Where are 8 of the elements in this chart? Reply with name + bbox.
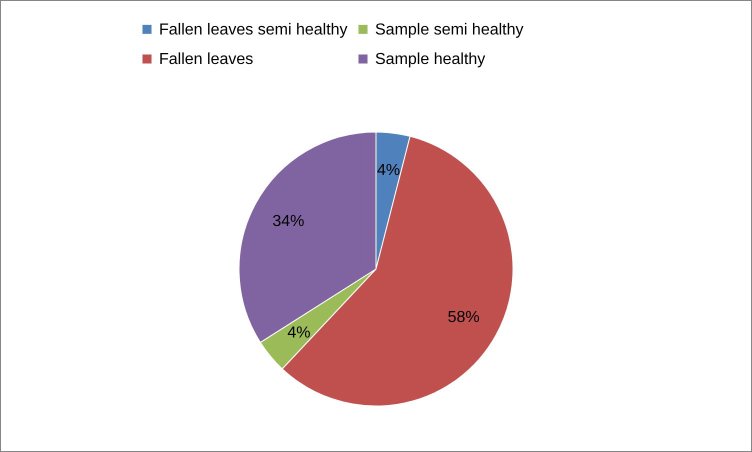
legend-label: Sample healthy — [375, 51, 486, 68]
data-label: 4% — [376, 162, 400, 179]
data-label: 34% — [272, 212, 304, 230]
legend-label: Sample semi healthy — [375, 21, 524, 38]
data-label: 4% — [287, 324, 311, 342]
legend-label: Fallen leaves — [159, 51, 254, 68]
legend-label: Fallen leaves semi healthy — [159, 21, 348, 38]
data-label: 58% — [448, 309, 480, 326]
